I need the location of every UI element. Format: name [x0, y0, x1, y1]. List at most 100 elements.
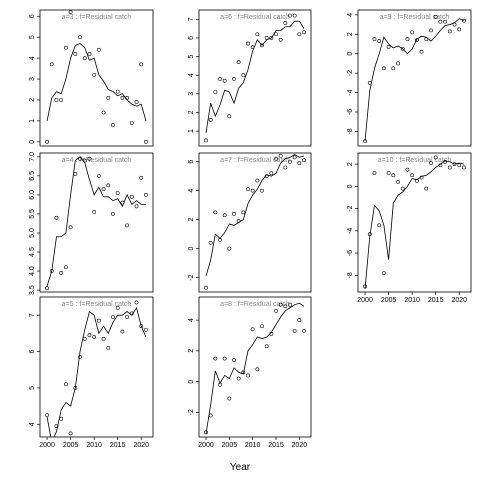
point	[68, 225, 73, 230]
point	[400, 46, 405, 51]
panel-frame	[198, 296, 312, 438]
point	[51, 436, 53, 437]
fit-line	[46, 43, 147, 122]
point	[424, 186, 429, 191]
y-tick-label: 6.0	[29, 190, 36, 200]
y-tick-label: 0	[347, 52, 354, 56]
point	[106, 183, 111, 188]
point	[274, 308, 278, 313]
y-tick-label: 5.0	[29, 228, 36, 238]
y-tick-label: 6	[29, 14, 36, 18]
x-tick-label: 2015	[110, 442, 126, 449]
y-tick-label: 2	[347, 162, 354, 166]
point	[101, 336, 106, 341]
point	[250, 327, 255, 332]
point	[87, 333, 92, 338]
point	[120, 95, 125, 100]
plot-area	[363, 155, 466, 289]
y-tick-label: 4	[188, 318, 195, 322]
y-tick-label: 4	[29, 422, 36, 426]
y-tick-label: 5	[29, 386, 36, 390]
x-tick-label: 2000	[198, 442, 214, 449]
point	[433, 14, 438, 19]
point	[59, 271, 64, 275]
fit-line	[205, 20, 305, 134]
point	[92, 72, 97, 77]
fit-line	[205, 153, 305, 277]
point	[372, 37, 377, 42]
point	[396, 61, 400, 66]
point	[386, 45, 391, 49]
point	[447, 165, 452, 170]
y-tick-label: 1	[29, 119, 36, 123]
point	[63, 265, 68, 270]
point	[54, 215, 59, 220]
point	[250, 188, 255, 193]
fit-line	[46, 306, 147, 437]
point	[288, 159, 292, 164]
y-tick-label: 3	[188, 92, 195, 96]
point	[139, 324, 144, 328]
point	[377, 39, 382, 43]
point	[429, 28, 433, 33]
point	[54, 424, 59, 428]
x-tick-label: 2015	[268, 442, 284, 449]
point	[246, 373, 250, 378]
point	[246, 187, 250, 192]
point	[457, 163, 462, 168]
point	[115, 89, 120, 94]
point	[213, 90, 218, 94]
point	[438, 19, 443, 24]
point	[274, 32, 278, 37]
panel-frame	[39, 152, 154, 293]
point	[302, 30, 306, 35]
y-tick-label: 0	[188, 247, 195, 251]
x-tick-label: 2005	[381, 297, 397, 304]
point	[227, 114, 232, 119]
point	[213, 356, 218, 361]
point	[443, 19, 448, 24]
point	[54, 98, 59, 102]
y-tick-label: 6.5	[29, 171, 36, 181]
point	[78, 355, 82, 359]
y-tick-label: -2	[347, 70, 354, 76]
point	[115, 306, 120, 310]
y-tick-label: -2	[347, 205, 354, 211]
x-tick-label: 2000	[357, 297, 373, 304]
point	[63, 382, 68, 387]
point	[144, 327, 148, 332]
point	[246, 41, 250, 46]
point	[419, 49, 424, 54]
point	[204, 285, 208, 290]
y-tick-label: -8	[347, 128, 354, 134]
y-tick-label: -6	[347, 250, 354, 256]
point	[96, 47, 101, 52]
point	[106, 346, 111, 350]
point	[222, 213, 227, 218]
y-tick-label: 6	[188, 36, 195, 40]
point	[125, 223, 130, 228]
point	[283, 304, 288, 309]
x-axis-label: Year	[230, 462, 251, 473]
point	[213, 210, 218, 215]
point	[120, 329, 125, 334]
point	[288, 13, 292, 18]
plot-area	[45, 156, 148, 291]
point	[96, 173, 101, 178]
point	[269, 171, 274, 176]
plot-area	[204, 153, 306, 290]
point	[283, 21, 288, 25]
y-tick-label: 0	[29, 140, 36, 144]
y-tick-label: 5	[29, 35, 36, 39]
y-tick-label: -2	[188, 274, 195, 280]
x-tick-label: 2005	[222, 442, 238, 449]
x-tick-label: 2000	[39, 442, 55, 449]
x-tick-label: 2020	[451, 297, 467, 304]
point	[372, 171, 377, 175]
y-tick-label: -8	[347, 272, 354, 278]
panel-title: a=4 : f=Residual catch	[62, 157, 132, 164]
y-tick-label: 0	[347, 184, 354, 188]
point	[45, 139, 49, 144]
panel-frame	[357, 152, 472, 293]
